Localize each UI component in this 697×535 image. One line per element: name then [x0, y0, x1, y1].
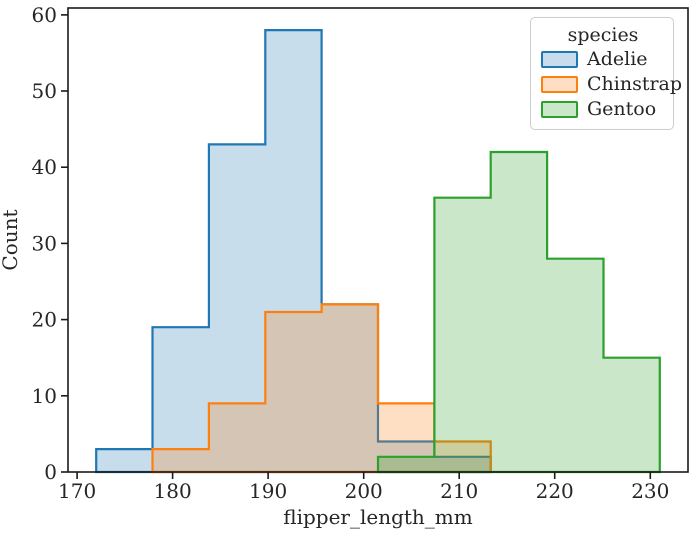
x-tick-label: 200	[345, 479, 383, 503]
x-tick-label: 190	[249, 479, 287, 503]
legend-row-chinstrap: Chinstrap	[541, 72, 682, 97]
y-tick-label: 0	[44, 460, 57, 484]
y-tick-label: 50	[32, 79, 57, 103]
legend-swatch-gentoo	[541, 101, 578, 118]
y-tick-label: 40	[32, 155, 57, 179]
x-axis-label: flipper_length_mm	[283, 505, 473, 529]
x-tick-label: 220	[536, 479, 574, 503]
y-tick-label: 60	[32, 3, 57, 27]
x-tick-label: 170	[58, 479, 96, 503]
x-tick-label: 210	[440, 479, 478, 503]
y-tick-label: 30	[32, 231, 57, 255]
y-tick-label: 10	[32, 384, 57, 408]
legend: species Adelie Chinstrap Gentoo	[530, 17, 682, 130]
legend-swatch-adelie	[541, 51, 578, 68]
legend-row-adelie: Adelie	[541, 47, 665, 72]
legend-label: Chinstrap	[587, 73, 683, 95]
x-tick-label: 180	[154, 479, 192, 503]
y-tick-label: 20	[32, 308, 57, 332]
axes-frame	[67, 7, 689, 473]
legend-row-gentoo: Gentoo	[541, 97, 665, 122]
series-gentoo-steps	[376, 150, 661, 474]
series-adelie-steps	[95, 29, 492, 474]
y-axis-label: Count	[0, 209, 22, 271]
x-tick-label: 230	[631, 479, 669, 503]
legend-swatch-chinstrap	[541, 76, 578, 93]
legend-label: Adelie	[587, 48, 648, 70]
legend-label: Gentoo	[587, 98, 657, 120]
series-chinstrap-steps	[151, 303, 492, 474]
legend-title: species	[567, 24, 639, 46]
legend-rows: Adelie Chinstrap Gentoo	[541, 47, 682, 122]
